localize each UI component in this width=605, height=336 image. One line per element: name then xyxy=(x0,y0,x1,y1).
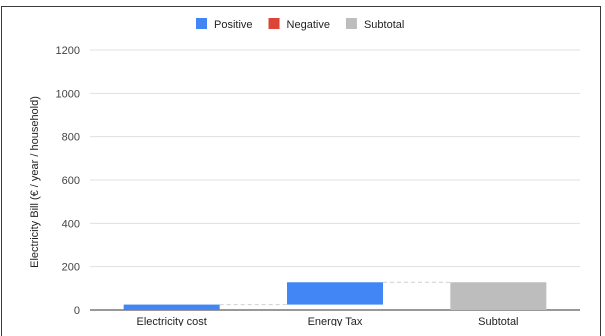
bar xyxy=(123,304,220,310)
y-tick-label: 400 xyxy=(62,218,80,230)
bar xyxy=(450,282,547,310)
y-axis-label: Electricity Bill (€ / year / household) xyxy=(29,96,41,268)
y-axis-ticks: 0 200 400 600 800 1000 1200 xyxy=(56,45,80,317)
bar xyxy=(287,282,383,305)
chart-frame xyxy=(1,6,601,336)
legend-swatch xyxy=(268,18,280,29)
connector-lines xyxy=(219,281,451,306)
legend-swatch xyxy=(345,18,357,29)
legend-label: Negative xyxy=(287,19,330,31)
x-axis-categories: Electricity cost Energy Tax Subtotal xyxy=(137,316,519,326)
x-tick-label: Energy Tax xyxy=(308,316,363,326)
y-tick-label: 600 xyxy=(62,175,80,187)
waterfall-chart: 0 200 400 600 800 1000 1200 Electricity cost En… xyxy=(29,18,580,326)
gridlines xyxy=(90,49,580,311)
legend-swatch xyxy=(196,18,207,29)
legend-label: Subtotal xyxy=(364,19,404,31)
x-tick-label: Subtotal xyxy=(478,316,518,326)
bars xyxy=(123,282,547,310)
legend: Positive Negative Subtotal xyxy=(196,18,404,31)
y-tick-label: 0 xyxy=(74,305,80,317)
y-tick-label: 800 xyxy=(62,132,80,144)
y-tick-label: 1200 xyxy=(56,45,80,57)
x-tick-label: Electricity cost xyxy=(137,316,207,326)
y-tick-label: 1000 xyxy=(56,88,80,100)
legend-label: Positive xyxy=(214,19,253,31)
y-tick-label: 200 xyxy=(62,262,80,274)
